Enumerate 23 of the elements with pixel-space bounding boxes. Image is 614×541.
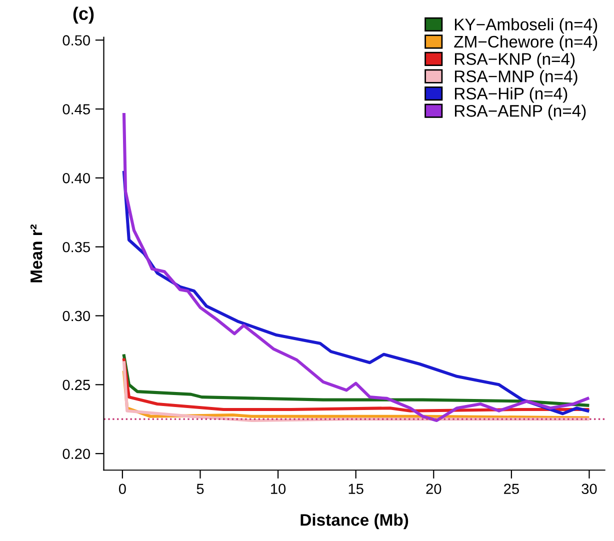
x-tick-label: 10: [271, 484, 286, 494]
x-axis-title: Distance (Mb): [300, 514, 408, 530]
legend-label: RSA−MNP (n=4): [454, 70, 578, 86]
y-tick-label: 0.45: [62, 104, 90, 114]
y-tick-label: 0.20: [62, 448, 90, 460]
x-tick-label: 20: [426, 484, 442, 494]
y-tick-label: 0.40: [62, 173, 90, 184]
legend-label: ZM−Chewore (n=4): [454, 35, 598, 51]
y-axis-title: Mean r²: [30, 224, 42, 282]
x-tick-label: 30: [582, 484, 597, 494]
legend-label: RSA−HiP (n=4): [454, 87, 568, 103]
x-tick-label: 5: [196, 484, 204, 494]
legend-label: KY−Amboseli (n=4): [454, 18, 598, 34]
x-tick-label: 25: [504, 484, 519, 494]
text: (c): [73, 6, 94, 24]
y-tick-label: 0.50: [62, 35, 90, 46]
y-tick-label: 0.35: [62, 242, 90, 252]
legend-label: RSA−AENP (n=4): [454, 104, 586, 120]
legend-label: RSA−KNP (n=4): [454, 52, 575, 68]
y-tick-label: 0.30: [62, 310, 90, 322]
x-tick-label: 0: [118, 484, 126, 494]
y-tick-label: 0.25: [62, 380, 90, 390]
x-tick-label: 15: [348, 484, 364, 494]
